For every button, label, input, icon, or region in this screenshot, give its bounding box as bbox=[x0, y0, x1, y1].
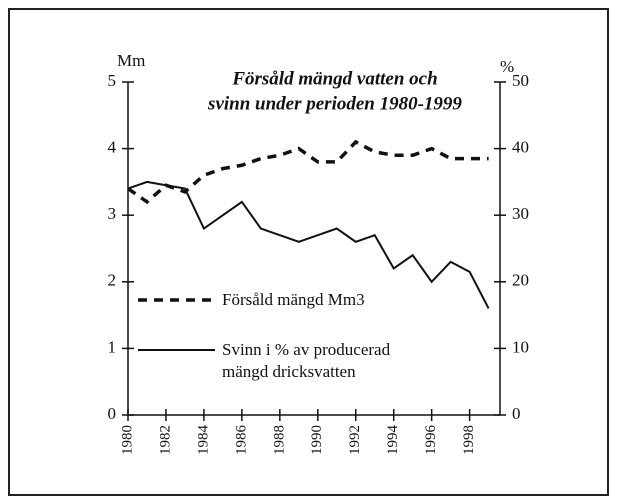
x-tick-label: 1990 bbox=[309, 425, 325, 455]
y2-tick-label: 40 bbox=[512, 138, 529, 157]
y2-axis-label: % bbox=[500, 57, 514, 76]
series-line bbox=[127, 180, 490, 309]
y-tick-label: 5 bbox=[108, 71, 117, 90]
x-tick-label: 1986 bbox=[233, 425, 249, 456]
y-axis-label: Mm bbox=[117, 51, 145, 70]
legend-label: Försåld mängd Mm3 bbox=[222, 290, 365, 309]
legend-label: Svinn i % av producerad mängd dricksvatt… bbox=[222, 340, 391, 381]
y-tick-label: 4 bbox=[108, 138, 117, 157]
y2-tick-label: 0 bbox=[512, 404, 521, 423]
frame bbox=[8, 8, 609, 496]
x-tick-label: 1984 bbox=[195, 425, 211, 456]
x-tick-label: 1982 bbox=[157, 425, 173, 455]
x-tick-label: 1988 bbox=[271, 425, 287, 455]
chart-title: svinn under perioden 1980-1999 bbox=[207, 93, 462, 114]
y-tick-label: 0 bbox=[108, 404, 117, 423]
y-tick-label: 1 bbox=[108, 337, 117, 356]
y2-tick-label: 10 bbox=[512, 337, 529, 356]
series-line bbox=[126, 139, 489, 205]
x-tick-label: 1980 bbox=[119, 425, 135, 455]
x-tick-label: 1994 bbox=[385, 425, 401, 456]
x-tick-label: 1996 bbox=[423, 425, 439, 456]
x-tick-label: 1992 bbox=[347, 425, 363, 455]
y2-tick-label: 20 bbox=[512, 271, 529, 290]
y2-tick-label: 50 bbox=[512, 71, 529, 90]
y-tick-label: 3 bbox=[108, 204, 117, 223]
chart-title: Försåld mängd vatten och bbox=[231, 68, 437, 89]
y-tick-label: 2 bbox=[108, 271, 117, 290]
x-tick-label: 1998 bbox=[461, 425, 477, 455]
y2-tick-label: 30 bbox=[512, 204, 529, 223]
